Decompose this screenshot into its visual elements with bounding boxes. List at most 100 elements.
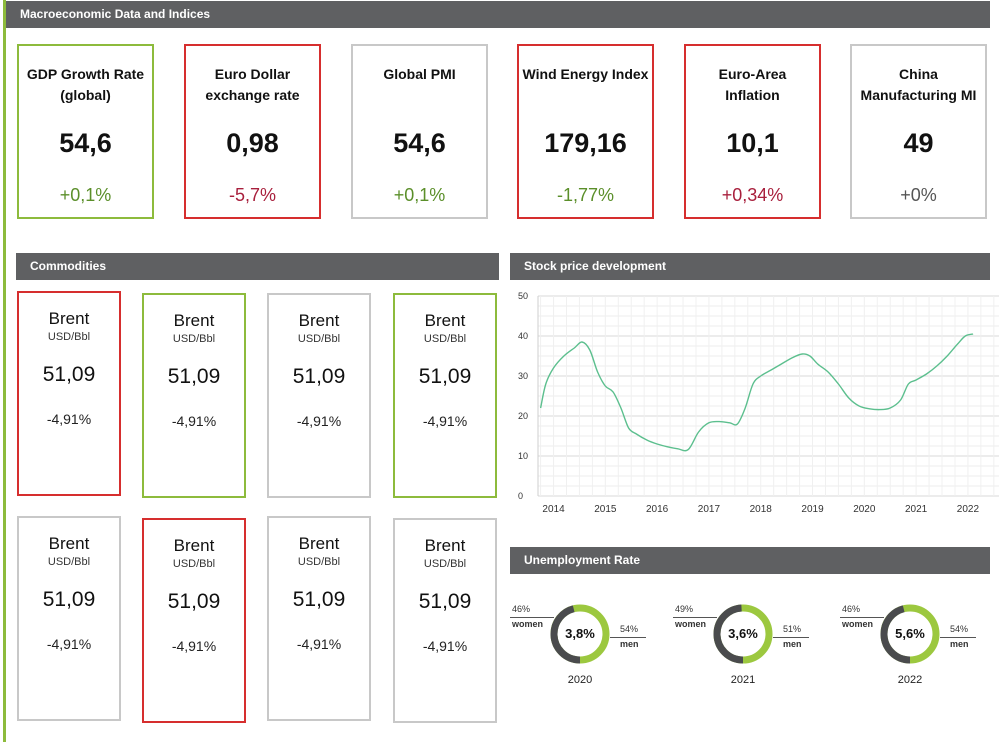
donut-men-leader-line xyxy=(610,637,646,638)
left-accent-bar xyxy=(3,0,6,742)
commodity-unit: USD/Bbl xyxy=(297,333,341,345)
chart-x-tick-label: 2022 xyxy=(957,504,980,515)
macro-card-title: GDP Growth Rate (global) xyxy=(26,66,145,103)
commodity-change: -4,91% xyxy=(296,636,342,652)
macro-card-wind-energy[interactable]: Wind Energy Index 179,16 -1,77% xyxy=(517,44,654,219)
donut-year-label: 2021 xyxy=(730,674,756,686)
unemployment-donut-2020: 3,8% 46% women 54% men 2020 xyxy=(510,596,660,696)
commodity-card[interactable]: Brent USD/Bbl 51,09 -4,91% xyxy=(17,291,121,496)
macro-card-value: 54,6 xyxy=(59,128,112,158)
donut-women-label: women xyxy=(842,619,874,629)
macro-card-value: 10,1 xyxy=(726,128,779,158)
chart-x-tick-label: 2014 xyxy=(542,504,565,515)
chart-y-tick-label: 50 xyxy=(518,291,528,301)
donut-women-segment xyxy=(550,604,610,664)
macro-card-title: Euro-Area Inflation xyxy=(718,66,787,103)
commodity-price: 51,09 xyxy=(167,590,221,613)
commodity-change: -4,91% xyxy=(46,636,92,652)
stock-section-header: Stock price development xyxy=(510,253,990,280)
donut-year-label: 2022 xyxy=(897,674,923,686)
commodity-price: 51,09 xyxy=(42,363,96,386)
commodity-card[interactable]: Brent USD/Bbl 51,09 -4,91% xyxy=(393,293,497,498)
donut-men-label: men xyxy=(950,639,969,649)
commodity-name: Brent xyxy=(298,534,340,553)
commodity-name: Brent xyxy=(424,311,466,330)
commodity-unit: USD/Bbl xyxy=(172,333,216,345)
macro-card-change: +0,34% xyxy=(721,185,784,205)
donut-women-leader-line xyxy=(673,617,717,618)
macro-card-title: Wind Energy Index xyxy=(522,66,649,82)
commodity-name: Brent xyxy=(424,536,466,555)
macro-card-change: -1,77% xyxy=(556,185,615,205)
chart-series-line xyxy=(539,333,974,452)
commodity-card[interactable]: Brent USD/Bbl 51,09 -4,91% xyxy=(267,516,371,721)
macro-card-eur-usd[interactable]: Euro Dollar exchange rate 0,98 -5,7% xyxy=(184,44,321,219)
chart-y-tick-label: 0 xyxy=(518,491,523,501)
donut-men-leader-line xyxy=(940,637,976,638)
macro-card-change: +0% xyxy=(900,185,937,205)
commodity-unit: USD/Bbl xyxy=(297,556,341,568)
donut-men-percent: 54% xyxy=(620,624,639,634)
commodity-name: Brent xyxy=(48,309,90,328)
commodity-price: 51,09 xyxy=(42,588,96,611)
chart-y-tick-label: 10 xyxy=(518,451,528,461)
commodity-card[interactable]: Brent USD/Bbl 51,09 -4,91% xyxy=(393,518,497,723)
donut-center-value: 5,6% xyxy=(895,626,925,641)
macro-card-value: 179,16 xyxy=(544,128,627,158)
macro-card-title: Euro Dollar exchange rate xyxy=(205,66,300,103)
commodity-unit: USD/Bbl xyxy=(423,333,467,345)
commodity-name: Brent xyxy=(298,311,340,330)
macro-card-value: 49 xyxy=(903,128,934,158)
chart-y-ticks: 0 10 20 30 40 50 xyxy=(518,291,528,501)
chart-y-tick-label: 20 xyxy=(518,411,528,421)
donut-men-label: men xyxy=(783,639,802,649)
commodity-card[interactable]: Brent USD/Bbl 51,09 -4,91% xyxy=(142,518,246,723)
commodity-unit: USD/Bbl xyxy=(47,331,91,343)
chart-x-tick-label: 2021 xyxy=(905,504,928,515)
commodity-name: Brent xyxy=(173,311,215,330)
macro-card-change: +0,1% xyxy=(59,185,112,205)
donut-women-leader-line xyxy=(840,617,884,618)
commodity-unit: USD/Bbl xyxy=(47,556,91,568)
commodity-change: -4,91% xyxy=(296,413,342,429)
macro-card-gdp[interactable]: GDP Growth Rate (global) 54,6 +0,1% xyxy=(17,44,154,219)
macro-card-change: -5,7% xyxy=(228,185,277,205)
macro-card-global-pmi[interactable]: Global PMI 54,6 +0,1% xyxy=(351,44,488,219)
commodity-change: -4,91% xyxy=(171,638,217,654)
commodity-change: -4,91% xyxy=(422,413,468,429)
donut-women-segment xyxy=(880,604,940,664)
donut-women-percent: 46% xyxy=(512,604,531,614)
unemployment-donut-2022: 5,6% 46% women 54% men 2022 xyxy=(840,596,990,696)
donut-center-value: 3,6% xyxy=(728,626,758,641)
donut-women-label: women xyxy=(675,619,707,629)
macro-section-header: Macroeconomic Data and Indices xyxy=(6,1,990,28)
commodity-change: -4,91% xyxy=(422,638,468,654)
donut-chart xyxy=(713,604,773,664)
chart-x-tick-label: 2020 xyxy=(853,504,876,515)
commodity-price: 51,09 xyxy=(292,365,346,388)
macro-card-change: +0,1% xyxy=(393,185,446,205)
commodity-change: -4,91% xyxy=(171,413,217,429)
stock-price-chart: 0 10 20 30 40 50 2014 2015 2016 2017 2018 2019 2020… xyxy=(518,291,999,515)
macro-card-title: Global PMI xyxy=(383,66,456,82)
commodity-price: 51,09 xyxy=(418,590,472,613)
macro-card-china-mi[interactable]: China Manufacturing MI 49 +0% xyxy=(850,44,987,219)
unemployment-donut-2021: 3,6% 49% women 51% men 2021 xyxy=(673,596,823,696)
chart-y-tick-label: 40 xyxy=(518,331,528,341)
donut-center-value: 3,8% xyxy=(565,626,595,641)
chart-grid xyxy=(537,295,999,497)
commodity-card[interactable]: Brent USD/Bbl 51,09 -4,91% xyxy=(17,516,121,721)
commodity-unit: USD/Bbl xyxy=(172,558,216,570)
donut-men-leader-line xyxy=(773,637,809,638)
commodity-unit: USD/Bbl xyxy=(423,558,467,570)
commodities-section-header: Commodities xyxy=(16,253,499,280)
macro-card-inflation[interactable]: Euro-Area Inflation 10,1 +0,34% xyxy=(684,44,821,219)
donut-men-percent: 54% xyxy=(950,624,969,634)
commodity-card[interactable]: Brent USD/Bbl 51,09 -4,91% xyxy=(142,293,246,498)
chart-x-tick-label: 2019 xyxy=(801,504,824,515)
donut-chart xyxy=(550,604,610,664)
chart-y-tick-label: 30 xyxy=(518,371,528,381)
commodity-card[interactable]: Brent USD/Bbl 51,09 -4,91% xyxy=(267,293,371,498)
macro-card-title: China Manufacturing MI xyxy=(860,66,977,103)
commodity-change: -4,91% xyxy=(46,411,92,427)
